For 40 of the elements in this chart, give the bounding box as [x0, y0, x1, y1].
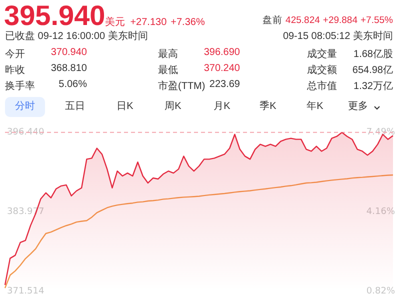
text: +29.884	[322, 15, 358, 26]
text: 分时	[5, 97, 45, 117]
text: 5.06%	[58, 79, 87, 90]
text: +27.130	[130, 17, 167, 28]
text: 1.32万亿	[354, 80, 393, 93]
text: 最低	[158, 64, 178, 77]
text: 09-15 08:05:12 美东时间	[282, 30, 393, 43]
text: +7.36%	[170, 17, 205, 28]
text: 成交额	[307, 64, 337, 77]
text: 368.810	[50, 63, 87, 74]
text: 396.690	[204, 47, 240, 58]
text: +7.55%	[360, 15, 393, 26]
y-tick-label: 371.514	[7, 286, 44, 296]
text: 美元	[105, 16, 126, 29]
text: 市盈(TTM)	[158, 80, 206, 93]
text: 换手率	[5, 80, 35, 93]
text: 盘前	[262, 14, 283, 27]
text: 223.69	[209, 79, 240, 90]
text: 最高	[158, 48, 178, 61]
text: 370.240	[204, 63, 240, 74]
text: 五日	[64, 100, 86, 114]
y-tick-label: 396.440	[7, 128, 44, 138]
text: 今开	[5, 48, 25, 61]
text: 月K	[212, 100, 232, 114]
text: 395.940	[4, 0, 106, 31]
text: 654.98亿	[352, 64, 393, 77]
text: 日K	[116, 100, 134, 114]
text: 已收盘 09-12 16:00:00 美东时间	[5, 30, 148, 43]
text: 总市值	[307, 80, 337, 93]
text: 425.824	[286, 15, 320, 26]
text: 成交量	[307, 48, 337, 61]
y2-tick-label: 4.16%	[366, 206, 396, 217]
text: 季K	[258, 100, 278, 114]
y2-tick-label: 0.82%	[366, 286, 396, 296]
text: 昨收	[5, 64, 25, 77]
text: 370.940	[50, 47, 87, 58]
text: 周K	[164, 100, 182, 114]
text: 更多	[347, 100, 369, 114]
text: 年K	[306, 100, 324, 114]
text: 1.68亿股	[354, 48, 393, 61]
